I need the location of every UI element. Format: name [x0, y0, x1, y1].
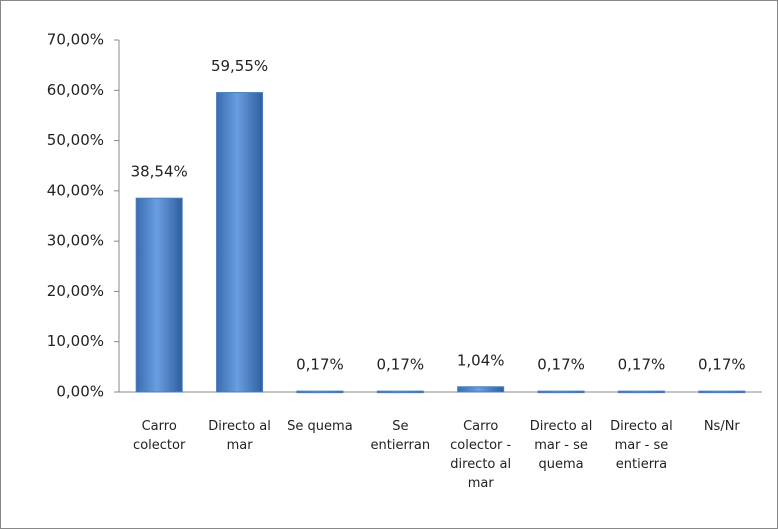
data-label: 0,17% [376, 356, 424, 374]
x-tick-label: Carro colector [133, 419, 186, 453]
bar [296, 390, 344, 394]
x-tick-label: Directo al mar - se quema [529, 419, 593, 472]
y-tick-label: 30,00% [47, 232, 104, 250]
x-tick-label: Se entierran [370, 419, 431, 453]
data-label: 59,55% [211, 57, 268, 75]
data-label: 0,17% [296, 356, 344, 374]
y-tick-label: 60,00% [47, 81, 104, 99]
x-tick-label: Directo al mar - se entierra [610, 419, 673, 472]
y-tick-label: 20,00% [47, 282, 104, 300]
y-tick-label: 50,00% [47, 131, 104, 149]
bar [216, 92, 264, 393]
y-tick-label: 10,00% [47, 332, 104, 350]
data-label: 0,17% [698, 356, 746, 374]
bar [617, 390, 665, 394]
y-tick-label: 70,00% [47, 31, 104, 49]
bar [457, 386, 505, 393]
bar [135, 197, 183, 393]
y-tick-label: 40,00% [47, 181, 104, 199]
bar [376, 390, 424, 394]
bar [698, 390, 746, 394]
x-tick-label: Ns/Nr [703, 419, 740, 434]
x-tick-label: Directo al mar [208, 419, 271, 453]
x-tick-label: Se quema [287, 419, 353, 434]
data-label: 38,54% [131, 163, 188, 181]
y-tick-label: 0,00% [56, 383, 104, 401]
data-label: 0,17% [537, 356, 585, 374]
x-tick-label: Carro colector - directo al mar [450, 419, 512, 491]
bar [537, 390, 585, 394]
data-label: 1,04% [457, 351, 505, 369]
data-label: 0,17% [618, 356, 666, 374]
